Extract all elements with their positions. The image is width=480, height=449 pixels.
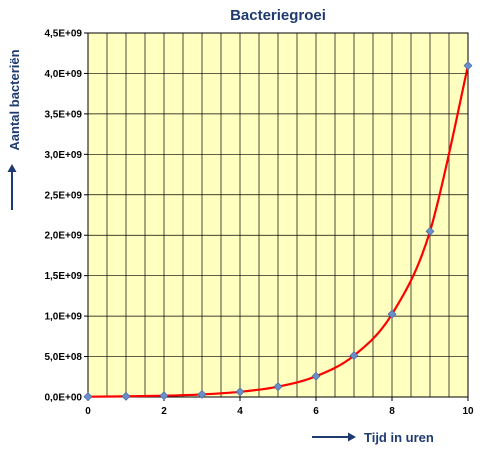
data-point	[121, 391, 131, 401]
y-axis-label-group: Aantal bacteriën	[7, 49, 22, 210]
x-axis-label-group: Tijd in uren	[312, 430, 434, 445]
x-tick-label: 4	[237, 406, 243, 417]
y-axis-label: Aantal bacteriën	[7, 49, 22, 150]
y-tick-label: 5,0E+08	[44, 352, 82, 363]
x-tick-label: 0	[85, 406, 91, 417]
y-tick-label: 1,5E+09	[44, 271, 82, 282]
y-tick-label: 4,5E+09	[44, 29, 82, 40]
data-point	[311, 371, 321, 381]
x-tick-label: 10	[462, 406, 474, 417]
grid-lines	[88, 33, 468, 397]
x-axis-arrow-icon	[312, 432, 356, 442]
series-markers	[83, 61, 473, 402]
series-line	[87, 65, 470, 398]
data-point	[159, 391, 169, 401]
y-tick-label: 1,0E+09	[44, 312, 82, 323]
data-point	[83, 392, 93, 402]
data-point	[425, 226, 435, 236]
y-tick-label: 2,5E+09	[44, 190, 82, 201]
y-tick-label: 0,0E+00	[44, 393, 82, 404]
y-axis-arrow-icon	[7, 164, 17, 210]
x-tick-label: 2	[161, 406, 167, 417]
x-tick-label: 6	[313, 406, 319, 417]
data-point	[235, 387, 245, 397]
y-tick-label: 3,0E+09	[44, 150, 82, 161]
data-point	[273, 382, 283, 392]
data-point	[463, 61, 473, 71]
data-point	[197, 389, 207, 399]
y-axis-ticks: 0,0E+00 5,0E+08 1,0E+09 1,5E+09 2,0E+09 2,5E+…	[44, 29, 88, 404]
y-tick-label: 3,5E+09	[44, 109, 82, 120]
y-tick-label: 2,0E+09	[44, 231, 82, 242]
data-point	[349, 351, 359, 361]
data-point	[387, 309, 397, 319]
x-axis-ticks: 0 2 4 6 8 10	[85, 397, 474, 417]
x-tick-label: 8	[389, 406, 395, 417]
x-axis-label: Tijd in uren	[364, 430, 434, 445]
y-tick-label: 4,0E+09	[44, 69, 82, 80]
chart-title: Bacteriegroei	[230, 7, 326, 24]
